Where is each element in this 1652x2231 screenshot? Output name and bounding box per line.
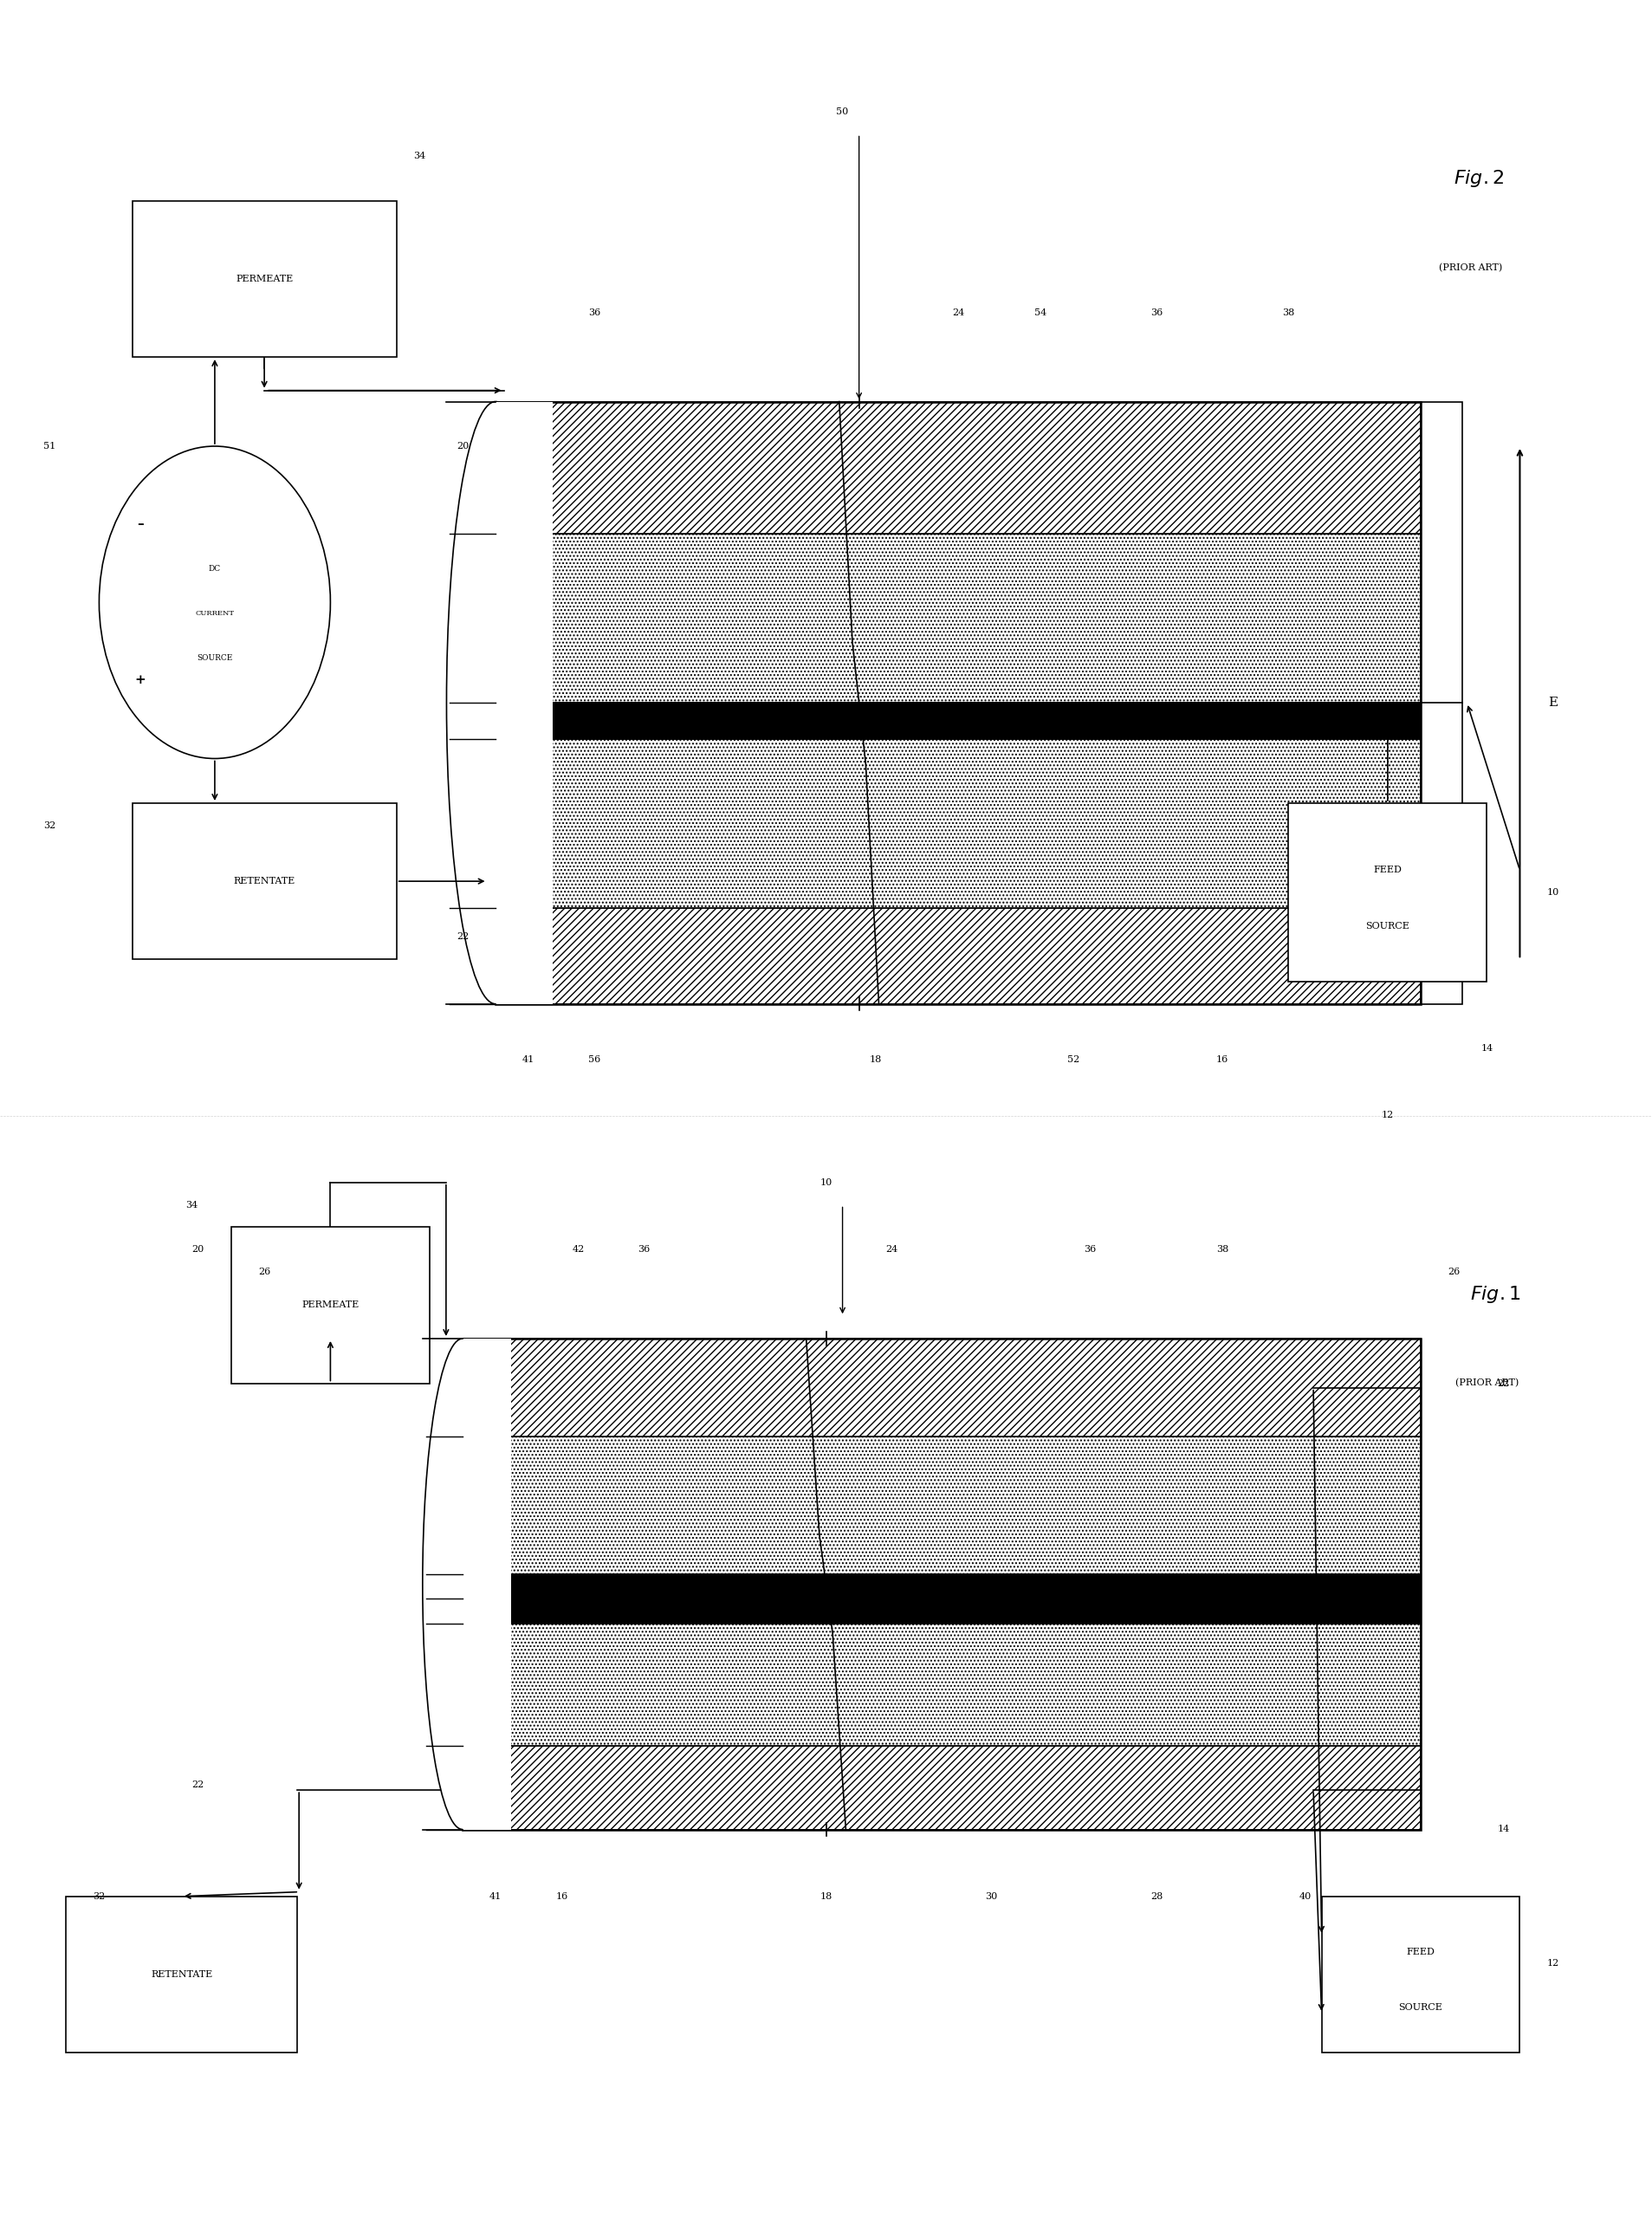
Text: (PRIOR ART): (PRIOR ART): [1455, 1379, 1518, 1388]
Text: 10: 10: [819, 1178, 833, 1187]
Text: SOURCE: SOURCE: [1399, 2003, 1442, 2012]
Text: 42: 42: [572, 1245, 585, 1254]
Text: 18: 18: [819, 1892, 833, 1901]
Bar: [496, 402, 1421, 533]
Text: 24: 24: [952, 308, 965, 317]
Text: 51: 51: [43, 442, 56, 451]
Text: 38: 38: [1282, 308, 1295, 317]
Text: 10: 10: [1546, 888, 1559, 897]
Bar: [463, 1339, 1421, 1829]
Text: 41: 41: [522, 1055, 535, 1064]
Bar: [463, 1575, 1421, 1600]
Text: 28: 28: [1150, 1892, 1163, 1901]
Text: 16: 16: [555, 1892, 568, 1901]
Bar: [496, 703, 1421, 738]
Text: $\it{Fig.1}$: $\it{Fig.1}$: [1470, 1283, 1521, 1305]
Text: 36: 36: [588, 308, 601, 317]
Text: 56: 56: [588, 1055, 601, 1064]
Text: DC: DC: [208, 564, 221, 573]
Text: FEED: FEED: [1406, 1948, 1436, 1957]
Text: –: –: [137, 518, 144, 531]
Text: 26: 26: [258, 1267, 271, 1276]
Bar: [463, 1437, 1421, 1575]
Ellipse shape: [446, 402, 545, 1004]
Text: SOURCE: SOURCE: [197, 654, 233, 663]
Text: FEED: FEED: [1373, 866, 1403, 875]
Bar: [463, 1339, 510, 1829]
Text: 36: 36: [1084, 1245, 1097, 1254]
Text: 18: 18: [869, 1055, 882, 1064]
Text: 16: 16: [1216, 1055, 1229, 1064]
Text: 22: 22: [456, 933, 469, 941]
Text: +: +: [135, 674, 145, 687]
Bar: [132, 201, 396, 357]
Text: 20: 20: [192, 1245, 205, 1254]
Text: CURRENT: CURRENT: [195, 609, 235, 618]
Text: 12: 12: [1546, 1959, 1559, 1968]
Text: RETENTATE: RETENTATE: [233, 877, 296, 886]
Text: SOURCE: SOURCE: [1366, 921, 1409, 930]
Bar: [463, 1600, 1421, 1624]
Ellipse shape: [423, 1339, 502, 1829]
Bar: [1421, 402, 1462, 1004]
Text: RETENTATE: RETENTATE: [150, 1970, 213, 1979]
Text: 38: 38: [1216, 1245, 1229, 1254]
Text: 14: 14: [1480, 1044, 1493, 1053]
Text: E: E: [1548, 696, 1558, 709]
Text: 36: 36: [1150, 308, 1163, 317]
Text: 32: 32: [43, 821, 56, 830]
Text: 12: 12: [1381, 1111, 1394, 1120]
Bar: [496, 402, 553, 1004]
Text: $\it{Fig.2}$: $\it{Fig.2}$: [1454, 167, 1505, 190]
Text: 30: 30: [985, 1892, 998, 1901]
Bar: [496, 738, 1421, 908]
Bar: [463, 1747, 1421, 1829]
Text: 22: 22: [1497, 1379, 1510, 1388]
Text: 32: 32: [93, 1892, 106, 1901]
Text: 20: 20: [456, 442, 469, 451]
Text: 34: 34: [413, 152, 425, 161]
Text: 52: 52: [1067, 1055, 1080, 1064]
Bar: [1322, 1896, 1520, 2053]
Bar: [496, 402, 1421, 1004]
Text: 36: 36: [638, 1245, 651, 1254]
Text: 34: 34: [187, 1200, 198, 1209]
Circle shape: [99, 446, 330, 759]
Text: PERMEATE: PERMEATE: [302, 1301, 358, 1310]
Text: 54: 54: [1034, 308, 1047, 317]
Text: PERMEATE: PERMEATE: [236, 274, 292, 283]
Text: (PRIOR ART): (PRIOR ART): [1439, 263, 1502, 272]
Text: 41: 41: [489, 1892, 502, 1901]
Bar: [1289, 803, 1487, 982]
Bar: [66, 1896, 297, 2053]
Text: 40: 40: [1298, 1892, 1312, 1901]
Bar: [496, 908, 1421, 1004]
Bar: [463, 1339, 1421, 1437]
Bar: [231, 1227, 430, 1383]
Text: 26: 26: [1447, 1267, 1460, 1276]
Bar: [463, 1624, 1421, 1747]
Text: 14: 14: [1497, 1825, 1510, 1834]
Text: 24: 24: [885, 1245, 899, 1254]
Text: 22: 22: [192, 1780, 205, 1789]
Bar: [496, 533, 1421, 703]
Bar: [132, 803, 396, 959]
Text: 50: 50: [836, 107, 849, 116]
